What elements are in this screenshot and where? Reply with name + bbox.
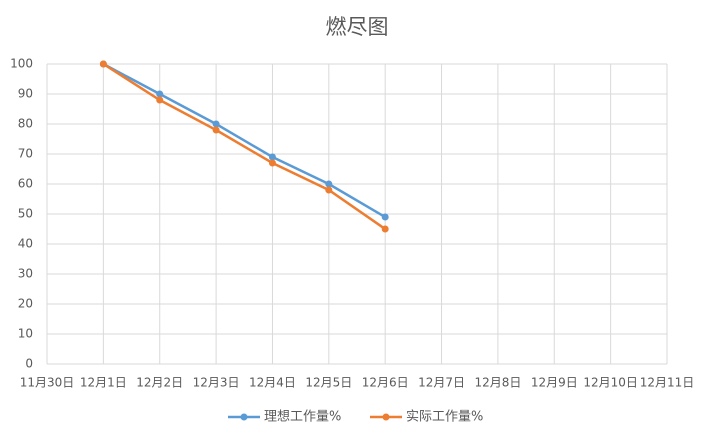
series-line: [102, 62, 386, 231]
point: [325, 186, 333, 194]
x-tick-label: 12月4日: [249, 376, 296, 390]
point: [381, 213, 389, 221]
legend-marker: [240, 413, 248, 421]
point: [99, 60, 107, 68]
point: [156, 96, 164, 104]
chart-title: 燃尽图: [326, 15, 389, 39]
point: [325, 180, 333, 188]
x-tick-label: 12月1日: [80, 376, 127, 390]
point: [212, 120, 220, 128]
y-tick-label: 100: [10, 57, 33, 71]
point: [156, 90, 164, 98]
y-tick-label: 0: [25, 357, 33, 371]
x-tick-label: 12月3日: [193, 376, 240, 390]
point: [381, 225, 389, 233]
y-tick-label: 70: [18, 147, 33, 161]
point: [268, 153, 276, 161]
x-tick-label: 11月30日: [20, 376, 75, 390]
x-tick-label: 12月6日: [362, 376, 409, 390]
x-tick-label: 12月9日: [531, 376, 578, 390]
x-tick-label: 12月10日: [583, 376, 638, 390]
y-tick-label: 20: [18, 297, 33, 311]
series-line: [102, 62, 386, 219]
y-tick-label: 50: [18, 207, 33, 221]
y-tick-label: 90: [18, 87, 33, 101]
y-tick-label: 10: [18, 327, 33, 341]
y-tick-label: 40: [18, 237, 33, 251]
y-tick-label: 60: [18, 177, 33, 191]
legend-label: 理想工作量%: [264, 409, 341, 425]
y-tick-label: 80: [18, 117, 33, 131]
legend-marker: [382, 413, 390, 421]
y-tick-label: 30: [18, 267, 33, 281]
x-tick-label: 12月8日: [474, 376, 521, 390]
point: [268, 159, 276, 167]
legend-label: 实际工作量%: [406, 410, 483, 425]
x-tick-label: 12月7日: [418, 376, 465, 390]
x-tick-label: 12月5日: [305, 376, 352, 390]
x-tick-label: 12月2日: [136, 376, 183, 390]
x-tick-label: 12月11日: [640, 376, 695, 390]
point: [212, 126, 220, 134]
